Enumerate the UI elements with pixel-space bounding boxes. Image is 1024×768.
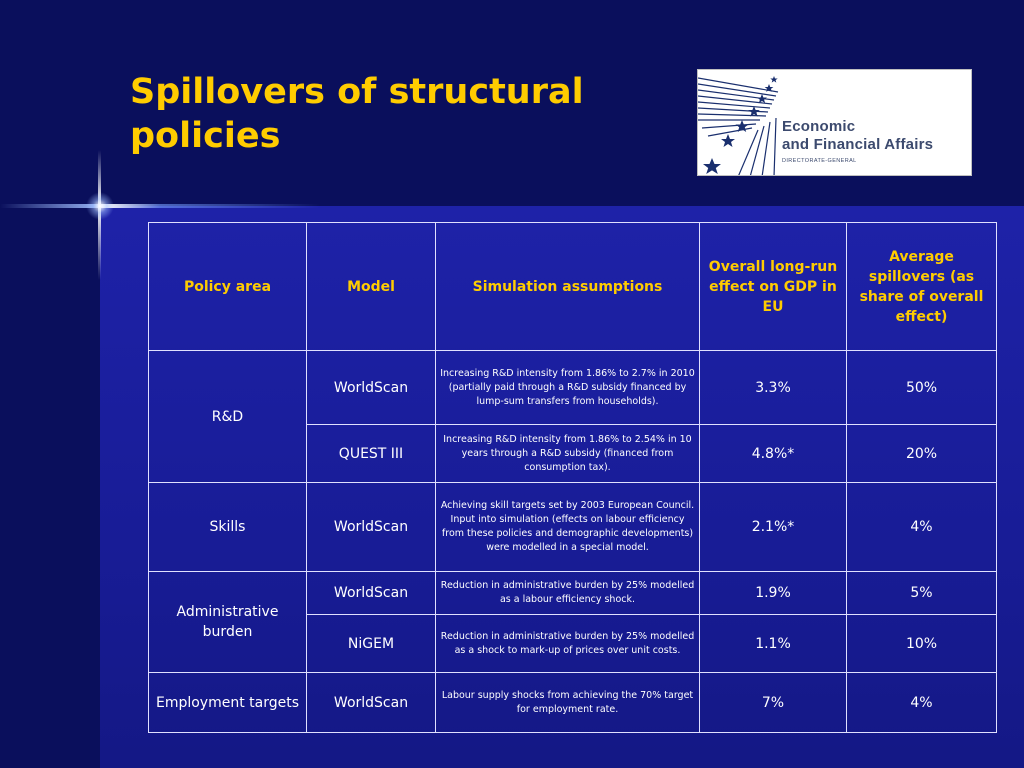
header-assumptions: Simulation assumptions xyxy=(435,222,700,351)
model-cell: WorldScan xyxy=(306,672,436,733)
table-row: Administrative burden WorldScan Reductio… xyxy=(148,571,997,673)
gdp-effect-cell: 1.1% xyxy=(699,614,847,673)
spillovers-cell: 10% xyxy=(846,614,997,673)
policy-area-cell: Administrative burden xyxy=(148,571,307,673)
gdp-effect-cell: 2.1%* xyxy=(699,482,847,572)
policy-area-cell: Employment targets xyxy=(148,672,307,733)
spillovers-cell: 20% xyxy=(846,424,997,483)
policy-area-cell: R&D xyxy=(148,350,307,483)
header-model: Model xyxy=(306,222,436,351)
assumptions-cell: Achieving skill targets set by 2003 Euro… xyxy=(435,482,700,572)
logo-text-line1: Economic xyxy=(782,118,856,135)
table-row: Employment targets WorldScan Labour supp… xyxy=(148,672,997,733)
ec-logo: Economic and Financial Affairs DIRECTORA… xyxy=(697,69,972,176)
model-cell: WorldScan xyxy=(306,571,436,615)
table-row: QUEST III Increasing R&D intensity from … xyxy=(149,424,997,483)
gdp-effect-cell: 1.9% xyxy=(699,571,847,615)
assumptions-cell: Increasing R&D intensity from 1.86% to 2… xyxy=(435,424,700,483)
assumptions-cell: Labour supply shocks from achieving the … xyxy=(435,672,700,733)
policy-table: Policy area Model Simulation assumptions… xyxy=(148,222,997,733)
left-band xyxy=(0,206,100,768)
model-cell: WorldScan xyxy=(306,350,436,425)
spillovers-cell: 5% xyxy=(846,571,997,615)
table-row: Skills WorldScan Achieving skill targets… xyxy=(148,482,997,572)
gdp-effect-cell: 4.8%* xyxy=(699,424,847,483)
gdp-effect-cell: 3.3% xyxy=(699,350,847,425)
policy-area-cell: Skills xyxy=(148,482,307,572)
spillovers-cell: 4% xyxy=(846,482,997,572)
logo-subtitle: DIRECTORATE-GENERAL xyxy=(782,158,857,164)
assumptions-cell: Reduction in administrative burden by 25… xyxy=(435,614,700,673)
model-cell: WorldScan xyxy=(306,482,436,572)
assumptions-cell: Reduction in administrative burden by 25… xyxy=(435,571,700,615)
header-row: Policy area Model Simulation assumptions… xyxy=(148,222,997,351)
model-cell: QUEST III xyxy=(306,424,436,483)
logo-text-line2: and Financial Affairs xyxy=(782,136,934,153)
light-flare-glow xyxy=(86,192,114,220)
spillovers-cell: 50% xyxy=(846,350,997,425)
gdp-effect-cell: 7% xyxy=(699,672,847,733)
slide-title: Spillovers of structural policies xyxy=(130,72,584,156)
table-row: NiGEM Reduction in administrative burden… xyxy=(149,614,997,673)
light-flare-horizontal xyxy=(0,204,320,208)
assumptions-cell: Increasing R&D intensity from 1.86% to 2… xyxy=(435,350,700,425)
model-cell: NiGEM xyxy=(306,614,436,673)
ec-logo-stars-icon xyxy=(698,76,779,175)
spillovers-cell: 4% xyxy=(846,672,997,733)
header-policy-area: Policy area xyxy=(148,222,307,351)
table-row: R&D WorldScan Increasing R&D intensity f… xyxy=(148,350,997,483)
header-spillovers: Average spillovers (as share of overall … xyxy=(846,222,997,351)
header-gdp-effect: Overall long-run effect on GDP in EU xyxy=(699,222,847,351)
